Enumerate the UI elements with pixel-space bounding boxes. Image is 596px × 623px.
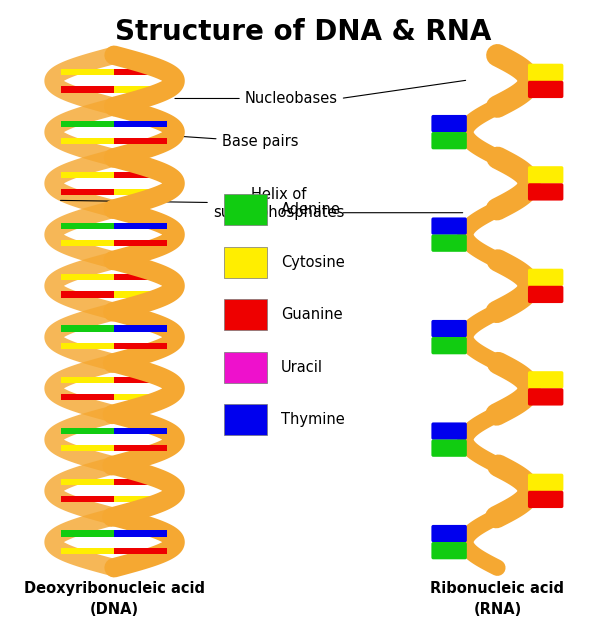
Bar [61, 69, 114, 75]
Text: Helix of
sugar-phosphates: Helix of sugar-phosphates [61, 188, 344, 220]
Bar [114, 377, 167, 383]
FancyBboxPatch shape [528, 166, 563, 184]
FancyBboxPatch shape [528, 81, 563, 98]
Bar [114, 274, 167, 280]
FancyBboxPatch shape [528, 473, 563, 491]
FancyBboxPatch shape [432, 132, 467, 150]
FancyBboxPatch shape [528, 183, 563, 201]
FancyBboxPatch shape [432, 337, 467, 354]
Text: Uracil: Uracil [281, 359, 323, 374]
Bar [61, 497, 114, 503]
FancyBboxPatch shape [528, 491, 563, 508]
Bar [114, 394, 167, 400]
Bar [114, 120, 167, 126]
Text: Base pairs: Base pairs [171, 134, 298, 149]
Text: Adenine: Adenine [281, 202, 341, 217]
FancyBboxPatch shape [528, 286, 563, 303]
FancyBboxPatch shape [432, 320, 467, 337]
Bar [114, 172, 167, 178]
FancyBboxPatch shape [224, 299, 267, 330]
FancyBboxPatch shape [528, 64, 563, 81]
Text: Deoxyribonucleic acid: Deoxyribonucleic acid [24, 581, 204, 596]
Bar [61, 138, 114, 144]
Bar [114, 497, 167, 503]
Text: (DNA): (DNA) [89, 602, 139, 617]
Bar [114, 548, 167, 554]
Bar [61, 548, 114, 554]
Bar [61, 120, 114, 126]
Bar [61, 343, 114, 349]
Bar [114, 479, 167, 485]
Bar [61, 189, 114, 195]
Bar [61, 223, 114, 229]
Bar [61, 445, 114, 451]
Bar [114, 189, 167, 195]
Text: Cytosine: Cytosine [281, 255, 344, 270]
FancyBboxPatch shape [528, 388, 563, 406]
FancyBboxPatch shape [432, 525, 467, 542]
Bar [61, 479, 114, 485]
Text: Structure of DNA & RNA: Structure of DNA & RNA [114, 18, 491, 46]
Text: Thymine: Thymine [281, 412, 344, 427]
Bar [114, 292, 167, 298]
Bar [114, 87, 167, 92]
Bar [114, 223, 167, 229]
Bar [61, 394, 114, 400]
FancyBboxPatch shape [224, 194, 267, 225]
Bar [61, 531, 114, 536]
FancyBboxPatch shape [224, 247, 267, 277]
FancyBboxPatch shape [528, 269, 563, 286]
FancyBboxPatch shape [432, 217, 467, 235]
Text: (RNA): (RNA) [473, 602, 522, 617]
FancyBboxPatch shape [432, 422, 467, 440]
Bar [114, 138, 167, 144]
FancyBboxPatch shape [432, 439, 467, 457]
Text: Ribonucleic acid: Ribonucleic acid [430, 581, 564, 596]
Bar [61, 377, 114, 383]
Text: Guanine: Guanine [281, 307, 342, 322]
FancyBboxPatch shape [224, 404, 267, 435]
Bar [114, 445, 167, 451]
Text: Nucleobases: Nucleobases [175, 91, 338, 106]
Bar [114, 428, 167, 434]
Bar [61, 325, 114, 331]
Bar [61, 428, 114, 434]
FancyBboxPatch shape [432, 234, 467, 252]
FancyBboxPatch shape [528, 371, 563, 389]
Bar [61, 292, 114, 298]
Bar [61, 240, 114, 246]
FancyBboxPatch shape [432, 115, 467, 132]
Bar [114, 69, 167, 75]
Bar [114, 343, 167, 349]
Bar [61, 172, 114, 178]
Bar [114, 325, 167, 331]
Bar [114, 240, 167, 246]
Bar [61, 274, 114, 280]
Bar [61, 87, 114, 92]
FancyBboxPatch shape [432, 542, 467, 559]
FancyBboxPatch shape [224, 351, 267, 383]
Bar [114, 531, 167, 536]
